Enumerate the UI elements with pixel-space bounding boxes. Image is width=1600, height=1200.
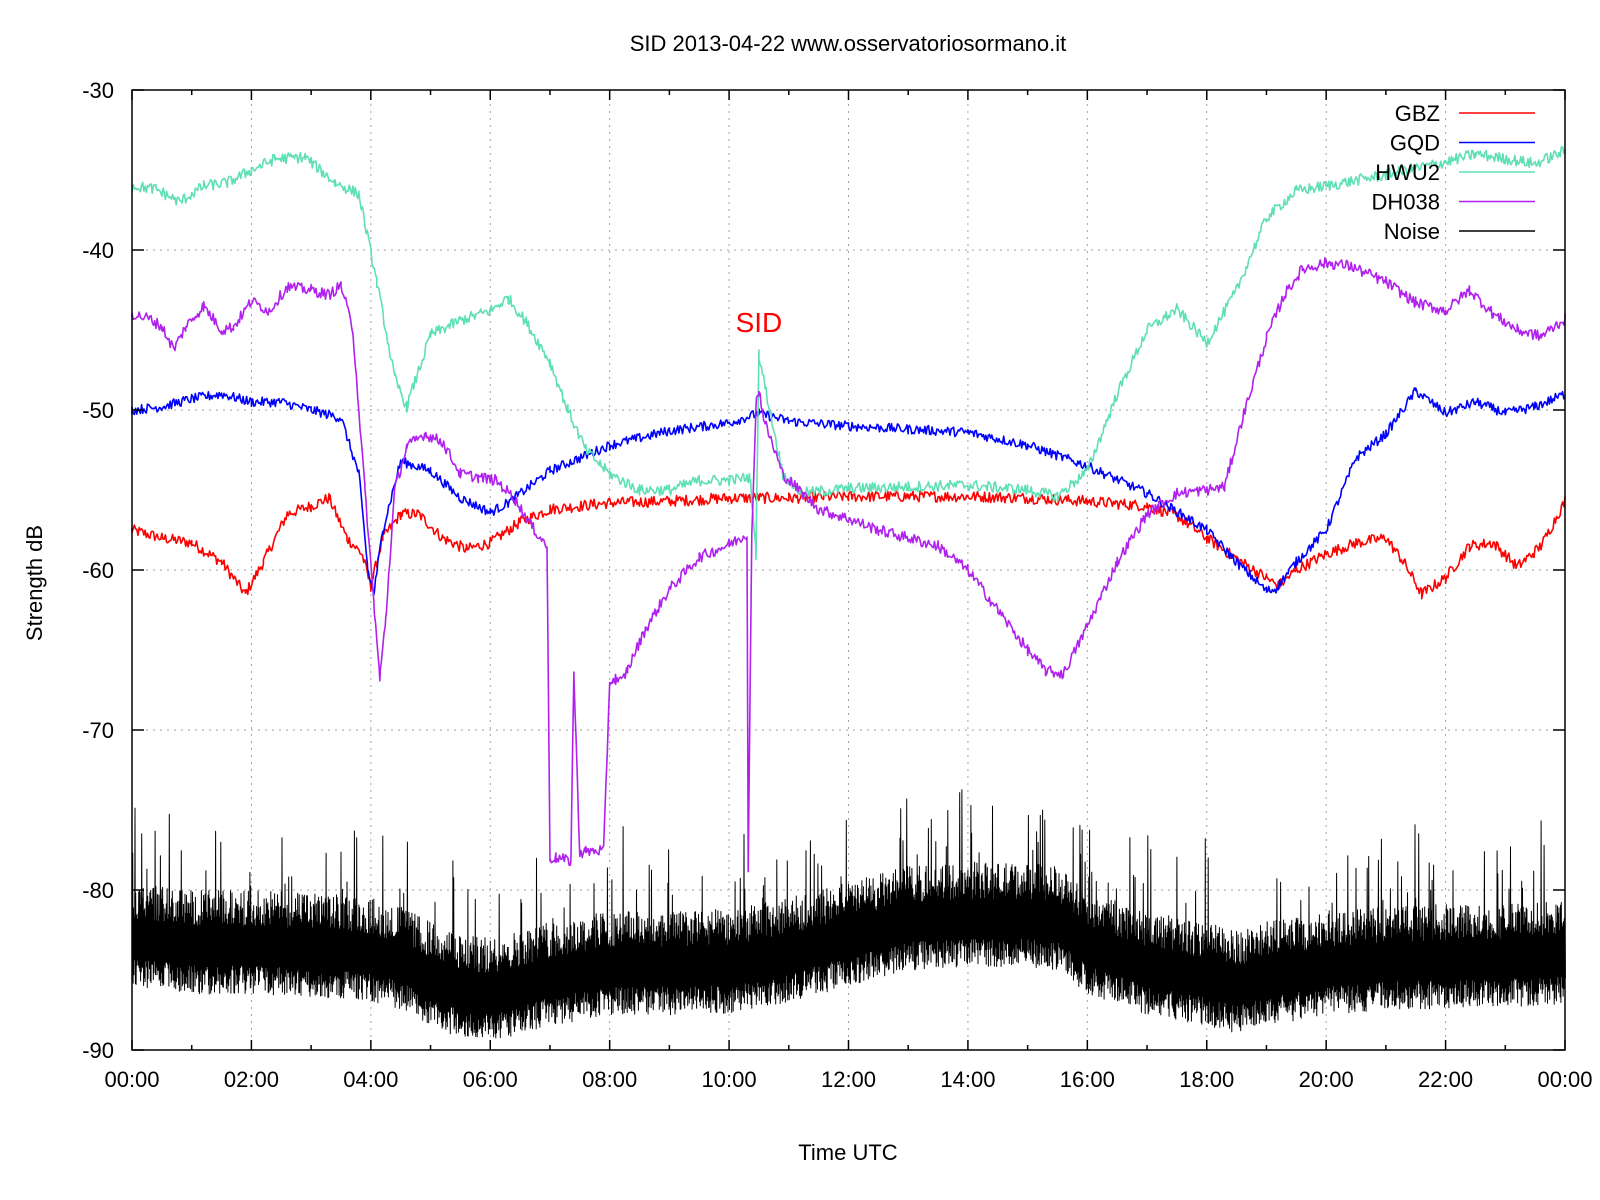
series-line-noise: [131, 789, 1566, 1039]
annotation-layer: SID: [736, 307, 783, 338]
legend: GBZ GQD HWU2 DH038 Noise: [1372, 101, 1535, 244]
x-tick-label: 10:00: [702, 1067, 757, 1092]
x-tick-label: 08:00: [582, 1067, 637, 1092]
y-tick-label: -90: [82, 1038, 114, 1063]
series-line-hwu2: [131, 146, 1566, 561]
series-line-dh038: [131, 257, 1566, 873]
chart-title: SID 2013-04-22 www.osservatoriosormano.i…: [630, 31, 1067, 56]
series-line-gbz: [131, 490, 1566, 600]
x-tick-label: 20:00: [1299, 1067, 1354, 1092]
x-tick-label: 06:00: [463, 1067, 518, 1092]
series-line-gqd: [131, 387, 1566, 596]
x-tick-label: 04:00: [343, 1067, 398, 1092]
y-tick-label: -50: [82, 398, 114, 423]
y-axis-label: Strength dB: [22, 525, 47, 641]
tick-layer: 00:00 02:00 04:00 06:00 08:00 10:00 12:00 14:00…: [82, 78, 1592, 1092]
x-axis-label: Time UTC: [798, 1140, 898, 1165]
x-tick-label: 16:00: [1060, 1067, 1115, 1092]
series-layer: [131, 146, 1566, 1039]
y-tick-label: -60: [82, 558, 114, 583]
legend-label-gbz: GBZ: [1395, 101, 1440, 126]
x-tick-label: 00:00: [1537, 1067, 1592, 1092]
x-tick-label: 18:00: [1179, 1067, 1234, 1092]
legend-label-hwu2: HWU2: [1375, 160, 1440, 185]
x-tick-label: 12:00: [821, 1067, 876, 1092]
x-tick-label: 22:00: [1418, 1067, 1473, 1092]
y-tick-label: -30: [82, 78, 114, 103]
sid-annotation: SID: [736, 307, 783, 338]
y-tick-label: -80: [82, 878, 114, 903]
y-tick-label: -40: [82, 238, 114, 263]
x-tick-label: 02:00: [224, 1067, 279, 1092]
legend-label-noise: Noise: [1384, 219, 1440, 244]
legend-label-gqd: GQD: [1390, 131, 1440, 156]
legend-label-dh038: DH038: [1372, 190, 1440, 215]
x-tick-label: 00:00: [104, 1067, 159, 1092]
y-tick-label: -70: [82, 718, 114, 743]
x-tick-label: 14:00: [940, 1067, 995, 1092]
